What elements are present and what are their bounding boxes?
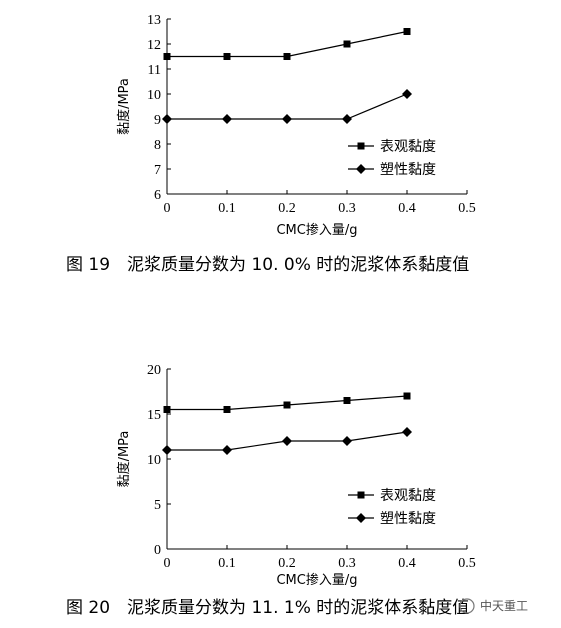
y-tick-label: 10 [147,88,161,103]
x-tick-label: 0 [164,201,171,216]
x-tick-label: 0.3 [338,201,356,216]
y-tick-label: 12 [147,38,161,53]
x-axis-label: CMC掺入量/g [276,572,357,588]
data-point-square [403,392,411,400]
data-point-diamond [342,114,352,124]
legend-label: 表观黏度 [380,139,436,155]
x-tick-label: 0.2 [278,556,296,571]
y-tick-label: 5 [154,498,161,513]
chart-figure-19: 6 7 8 9 10 11 12 13 0 0.1 0.2 0.3 0.4 0.5 CMC掺入量/g 黏度/M… [116,13,476,238]
x-tick-label: 0.1 [218,201,236,216]
data-point-diamond [282,114,292,124]
y-axis-label: 黏度/MPa [116,431,132,488]
figure-20-caption: 图 20 泥浆质量分数为 11. 1% 时的泥浆体系黏度值 [66,598,469,618]
data-point-diamond [402,427,412,437]
data-point-diamond [282,436,292,446]
x-tick-label: 0.2 [278,201,296,216]
y-tick-label: 0 [154,543,161,558]
data-point-square [343,397,351,404]
x-tick-label: 0.4 [398,201,416,216]
x-tick-label: 0.5 [458,556,476,571]
watermark: 中天重工 [459,598,528,614]
data-point-diamond [162,114,172,124]
y-tick-label: 15 [147,408,161,423]
wechat-logo-icon [459,598,475,614]
y-tick-label: 9 [154,113,161,128]
legend-label: 表观黏度 [380,488,436,504]
data-point-square [283,53,291,60]
y-tick-label: 6 [154,188,161,203]
y-tick-label: 20 [147,363,161,378]
legend-square-icon [357,142,365,150]
figure-19-caption: 图 19 泥浆质量分数为 10. 0% 时的泥浆体系黏度值 [66,255,469,275]
y-tick-label: 11 [148,63,161,78]
data-point-square [163,53,171,60]
legend-label: 塑性黏度 [380,162,436,178]
x-tick-label: 0.4 [398,556,416,571]
series-line-1 [167,30,408,58]
data-point-diamond [402,89,412,99]
x-tick-label: 0 [164,556,171,571]
y-tick-label: 8 [154,138,161,153]
x-axis-label: CMC掺入量/g [276,222,357,238]
y-tick-label: 10 [147,453,161,468]
y-tick-label: 7 [154,163,161,178]
legend-diamond-icon [356,164,366,174]
data-point-square [223,53,231,60]
y-tick-label: 13 [147,13,161,28]
chart-figure-20: 0 5 10 15 20 0 0.1 0.2 0.3 0.4 0.5 CMC掺入量/g 黏度/MPa 表观… [116,363,476,588]
watermark-text: 中天重工 [480,598,528,613]
data-point-square [163,406,171,413]
legend-diamond-icon [356,513,366,523]
x-tick-label: 0.1 [218,556,236,571]
data-point-diamond [342,436,352,446]
data-point-square [283,401,291,409]
y-axis-label: 黏度/MPa [116,78,132,135]
data-point-diamond [222,114,232,124]
x-tick-label: 0.3 [338,556,356,571]
data-point-square [403,28,411,35]
data-point-diamond [222,445,232,455]
data-point-diamond [162,445,172,455]
legend-square-icon [357,491,365,499]
data-point-square [343,40,351,48]
x-tick-label: 0.5 [458,201,476,216]
legend-label: 塑性黏度 [380,511,436,527]
data-point-square [223,406,231,413]
